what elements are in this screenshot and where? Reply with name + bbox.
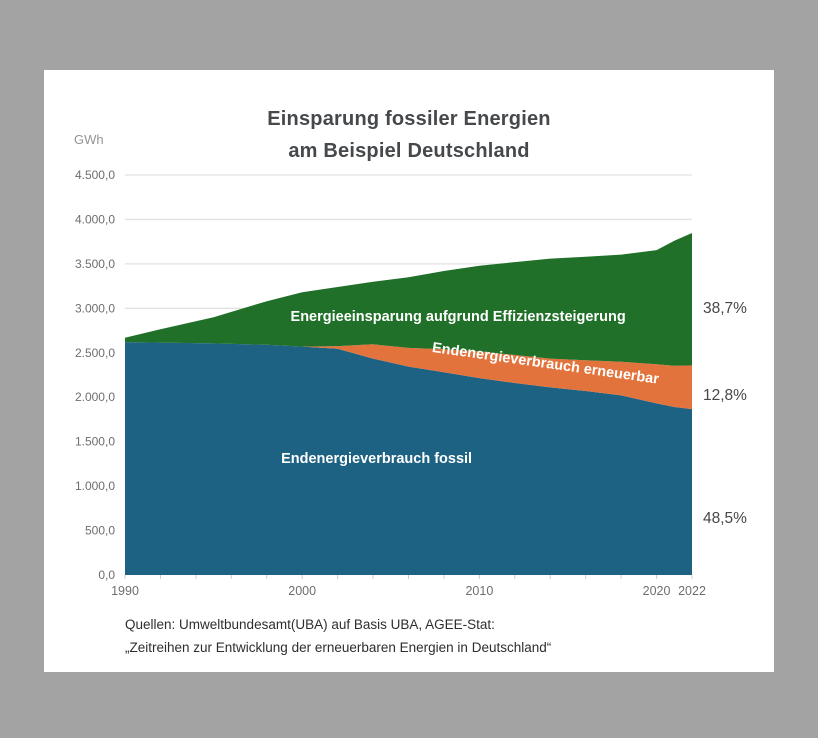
y-tick-label: 3.500,0 xyxy=(75,257,115,271)
source-line1: Quellen: Umweltbundesamt(UBA) auf Basis … xyxy=(125,617,495,632)
area-effizienz xyxy=(125,233,692,366)
chart-title: Einsparung fossiler Energien am Beispiel… xyxy=(44,103,774,167)
y-tick-label: 4.500,0 xyxy=(75,168,115,182)
x-tick-label: 2022 xyxy=(678,584,706,598)
y-tick-label: 1.000,0 xyxy=(75,479,115,493)
area-fossil xyxy=(125,342,692,575)
x-tick-label: 1990 xyxy=(111,584,139,598)
stacked-area-chart: 0,0 500,0 1.000,0 1.500,0 2.000,0 2.500,0 3.00… xyxy=(75,168,747,598)
x-tick-label: 2020 xyxy=(643,584,671,598)
y-tick-label: 2.000,0 xyxy=(75,390,115,404)
share-percentage-label: 48,5% xyxy=(703,510,747,527)
source-note: Quellen: Umweltbundesamt(UBA) auf Basis … xyxy=(125,613,745,659)
share-percentage-label: 12,8% xyxy=(703,387,747,404)
source-line2: „Zeitreihen zur Entwicklung der erneuerb… xyxy=(125,640,552,655)
area-label-effizienz: Endenergieverbrauch fossil xyxy=(281,451,472,467)
y-tick-label: 4.000,0 xyxy=(75,212,115,226)
chart-title-line2: am Beispiel Deutschland xyxy=(288,140,530,162)
area-label-fossil: Energieeinsparung aufgrund Effizienzstei… xyxy=(291,309,626,325)
area-erneuerbar xyxy=(125,342,692,410)
chart-title-line1: Einsparung fossiler Energien xyxy=(267,108,551,130)
chart-card: Einsparung fossiler Energien am Beispiel… xyxy=(44,70,774,672)
y-tick-label: 500,0 xyxy=(85,524,115,538)
y-tick-label: 0,0 xyxy=(98,568,115,582)
y-tick-label: 1.500,0 xyxy=(75,435,115,449)
x-tick-label: 2000 xyxy=(288,584,316,598)
y-tick-label: 3.000,0 xyxy=(75,301,115,315)
y-tick-label: 2.500,0 xyxy=(75,346,115,360)
y-axis-unit-label: GWh xyxy=(74,132,104,147)
x-tick-label: 2010 xyxy=(465,584,493,598)
share-percentage-label: 38,7% xyxy=(703,300,747,317)
